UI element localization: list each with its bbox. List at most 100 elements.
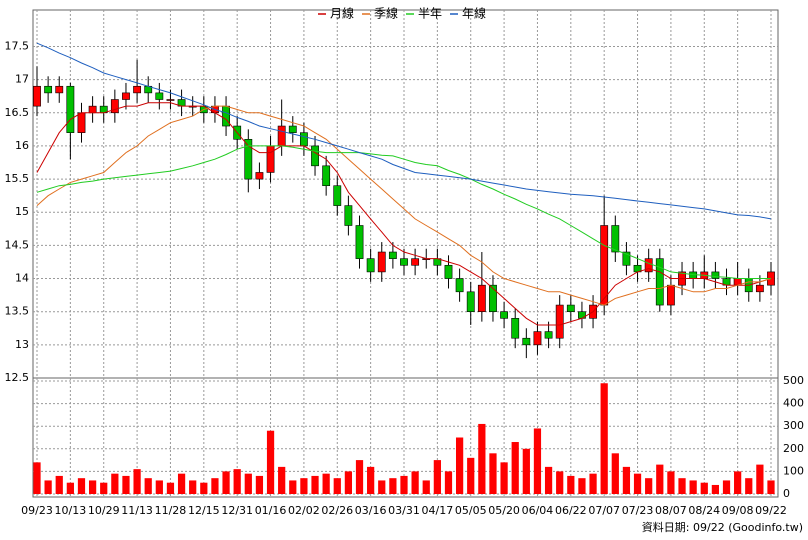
volume-bar (411, 471, 419, 494)
volume-bar (689, 480, 697, 494)
volume-bar (200, 482, 208, 494)
candle-body (622, 251, 631, 266)
candle-body (288, 125, 297, 133)
volume-bar (656, 464, 664, 494)
x-tick-label: 09/22 (755, 504, 787, 517)
volume-bar (300, 478, 308, 494)
candle-body (88, 105, 97, 114)
volume-bar (311, 475, 319, 494)
volume-bar (734, 471, 742, 494)
x-tick-label: 10/13 (55, 504, 87, 517)
candle-body (655, 258, 664, 306)
volume-bar (633, 473, 642, 494)
x-tick-label: 09/08 (722, 504, 754, 517)
volume-bar (500, 462, 508, 494)
volume-bar (189, 480, 197, 494)
volume-bar (166, 482, 175, 494)
legend-label: 年線 (462, 6, 486, 21)
volume-bar (44, 480, 52, 494)
y-tick-label: 14 (15, 272, 29, 285)
candle-body (322, 165, 331, 187)
volume-bar (244, 473, 252, 494)
candle-body (155, 92, 164, 100)
x-tick-label: 12/15 (188, 504, 220, 517)
plot-frame (32, 9, 779, 498)
candle-body (333, 185, 342, 206)
volume-bar (711, 484, 720, 494)
candle-body (311, 145, 319, 167)
candle-body (611, 225, 620, 253)
volume-bar (211, 478, 219, 494)
candle-body (544, 331, 553, 339)
y-tick-label: 12.5 (5, 371, 30, 384)
y2-tick-label: 300 (783, 419, 804, 432)
candle-body (388, 251, 397, 259)
candle-body (55, 85, 64, 94)
x-tick-label: 03/16 (355, 504, 387, 517)
volume-bar (544, 466, 553, 494)
volume-bar (133, 469, 141, 494)
candle-body (644, 258, 653, 273)
volume-bar (522, 448, 530, 494)
legend-label: 季線 (374, 6, 398, 21)
candle-body (366, 258, 375, 273)
y-tick-label: 13 (15, 338, 29, 351)
volume-panel (33, 383, 775, 494)
candle-body (455, 278, 464, 293)
volume-bar (289, 480, 297, 494)
y2-tick-label: 400 (783, 397, 804, 410)
candle-body (511, 318, 520, 339)
candle-body (522, 337, 531, 346)
volume-bar (622, 466, 631, 494)
candle-body (489, 284, 497, 312)
candle-body (500, 311, 509, 319)
ma-line (36, 105, 772, 306)
x-tick-label: 12/31 (221, 504, 253, 517)
volume-bar (355, 460, 364, 494)
volume-bar (756, 464, 764, 494)
candle-body (33, 85, 41, 107)
volume-bar (667, 471, 675, 494)
candle-body (411, 258, 420, 266)
volume-bar (722, 480, 731, 494)
volume-bar (155, 480, 163, 494)
volume-bar (645, 478, 653, 494)
volume-bar (511, 442, 519, 494)
candle-body (77, 112, 86, 133)
candle-body (755, 284, 764, 293)
volume-bar (489, 453, 497, 494)
y-tick-label: 15.5 (5, 172, 30, 185)
candle-body (355, 225, 364, 259)
candle-body (122, 92, 130, 100)
x-tick-label: 11/13 (121, 504, 153, 517)
volume-bar (556, 471, 564, 494)
volume-bar (700, 482, 708, 494)
candle-body (600, 225, 609, 306)
x-tick-label: 09/23 (21, 504, 53, 517)
candle-body (400, 258, 408, 266)
candle-body (166, 99, 175, 101)
volume-bar (478, 423, 486, 494)
candle-body (110, 99, 119, 114)
volume-bar (745, 478, 753, 494)
x-tick-label: 03/31 (388, 504, 420, 517)
volume-bar (66, 482, 74, 494)
volume-bar (144, 478, 152, 494)
volume-bar (111, 473, 119, 494)
candle-body (255, 172, 264, 180)
y-tick-label: 16.5 (5, 106, 30, 119)
candle-body (711, 271, 720, 279)
labels: 12.5 13 13.5 14 14.5 15 15.5 16 16.5 17 17.5 0 100 20… (5, 39, 805, 517)
y-tick-label: 14.5 (5, 238, 30, 251)
volume-bar (322, 473, 330, 494)
candle-body (555, 304, 564, 339)
volume-bar (378, 480, 386, 494)
volume-bar (255, 475, 264, 494)
volume-bar (578, 478, 586, 494)
volume-bar (444, 471, 453, 494)
ma-line (36, 102, 772, 326)
ma-line (36, 42, 772, 220)
y2-tick-label: 0 (783, 487, 790, 500)
x-tick-label: 04/17 (422, 504, 454, 517)
